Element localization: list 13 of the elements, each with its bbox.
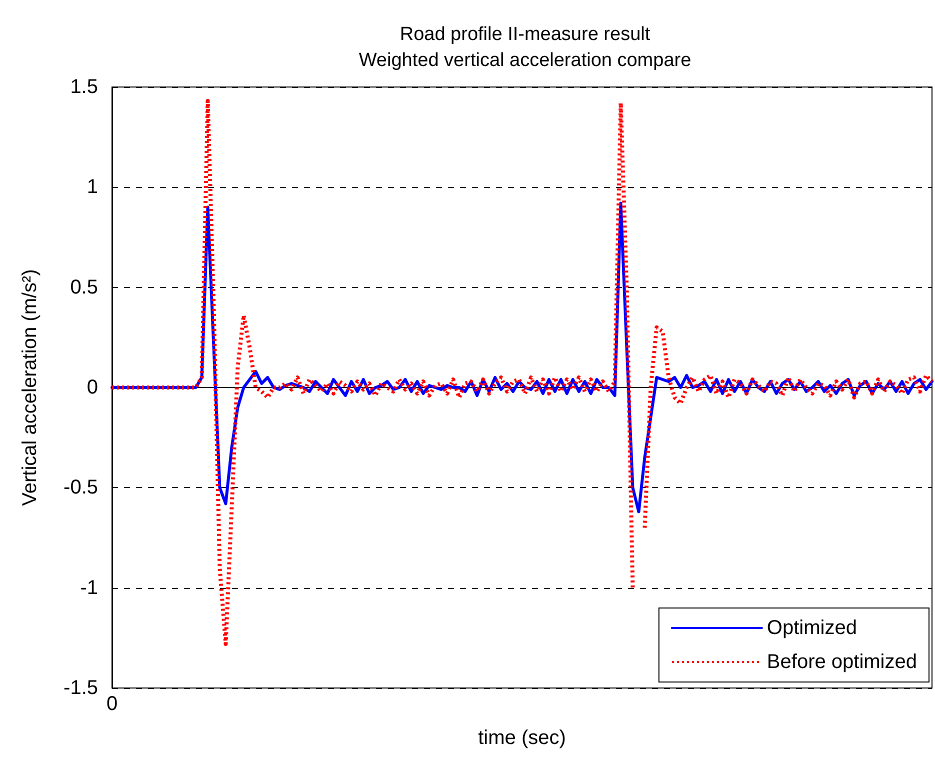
y-tick-label: 1	[86, 176, 98, 198]
y-tick-label: -1	[80, 576, 98, 599]
y-tick-label: 1.5	[70, 76, 98, 98]
y-tick-label: 0.5	[70, 276, 98, 298]
chart-subtitle: Weighted vertical acceleration compare	[358, 50, 692, 71]
y-tick-label: -0.5	[64, 476, 98, 499]
legend-label: Before optimized	[766, 651, 917, 673]
y-tick-label: 0	[86, 376, 98, 398]
y-tick-label: -1.5	[64, 677, 98, 699]
legend-label: Optimized	[766, 617, 857, 639]
x-axis-title: time (sec)	[478, 727, 566, 749]
chart-title: Road profile II-measure result	[400, 24, 651, 45]
y-axis-title: Vertical acceleration (m/s²)	[19, 269, 41, 506]
